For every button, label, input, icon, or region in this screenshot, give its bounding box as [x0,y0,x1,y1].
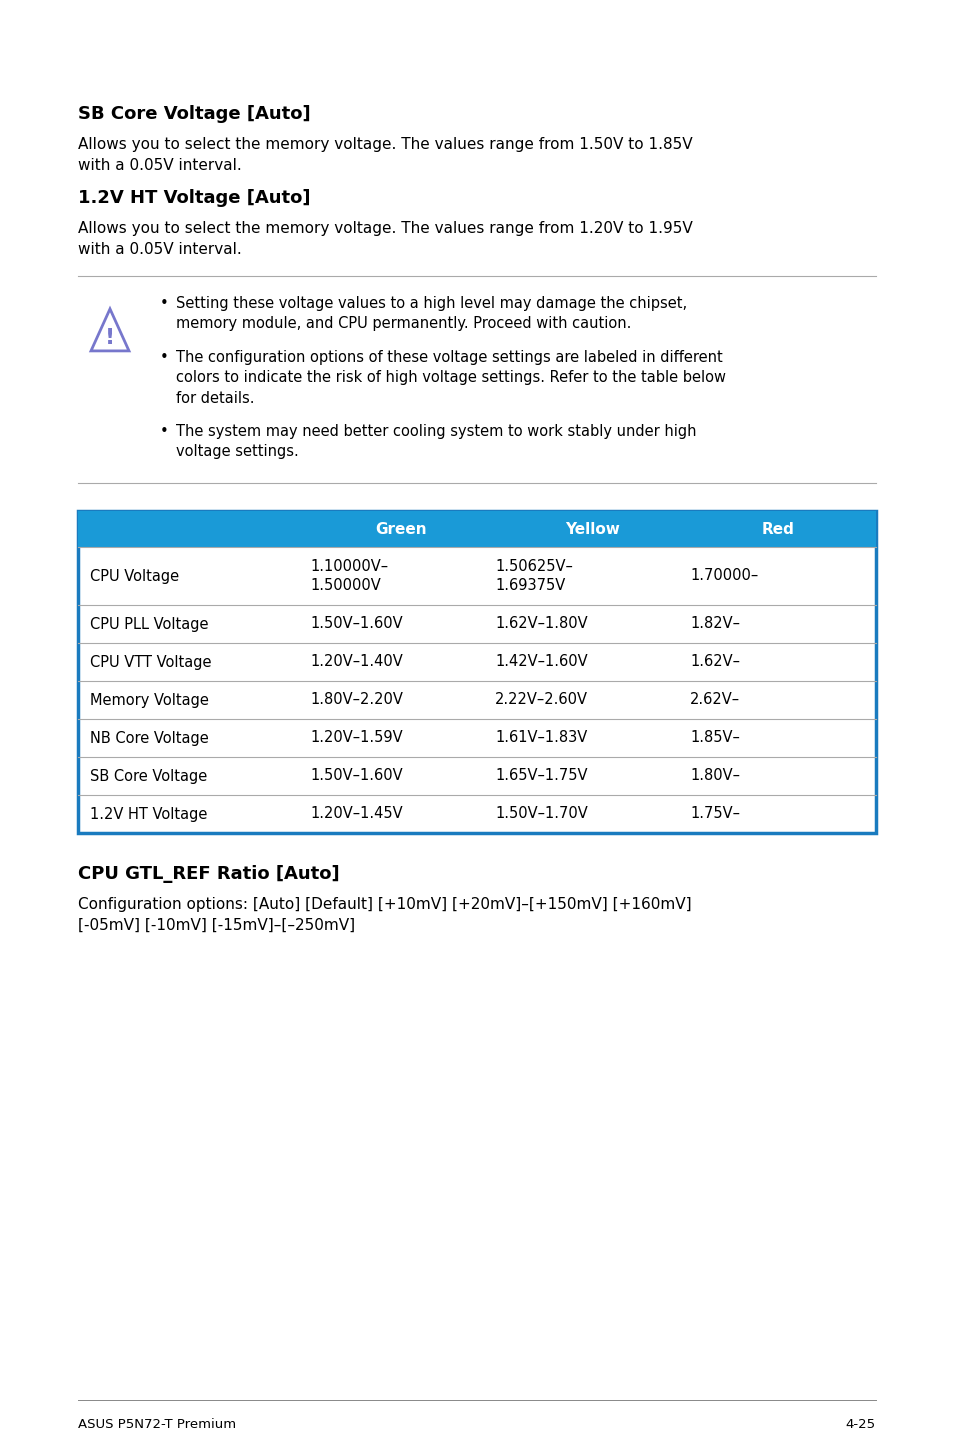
Text: 1.82V–: 1.82V– [689,617,740,631]
Text: CPU Voltage: CPU Voltage [90,568,179,584]
Text: 1.2V HT Voltage [Auto]: 1.2V HT Voltage [Auto] [78,188,310,207]
Text: 2.62V–: 2.62V– [689,693,740,707]
Text: •: • [160,424,169,439]
Text: 1.2V HT Voltage: 1.2V HT Voltage [90,807,207,821]
Text: CPU GTL_REF Ratio [Auto]: CPU GTL_REF Ratio [Auto] [78,866,339,883]
Text: •: • [160,296,169,311]
Text: Allows you to select the memory voltage. The values range from 1.50V to 1.85V
wi: Allows you to select the memory voltage.… [78,137,692,173]
Text: 4-25: 4-25 [845,1418,875,1431]
Text: 1.61V–1.83V: 1.61V–1.83V [495,731,587,745]
Text: 1.50625V–
1.69375V: 1.50625V– 1.69375V [495,559,572,592]
Bar [78,510,875,546]
Text: 1.50V–1.60V: 1.50V–1.60V [310,768,402,784]
Text: 1.20V–1.45V: 1.20V–1.45V [310,807,402,821]
Text: 1.65V–1.75V: 1.65V–1.75V [495,768,587,784]
Text: 1.50V–1.60V: 1.50V–1.60V [310,617,402,631]
Text: ASUS P5N72-T Premium: ASUS P5N72-T Premium [78,1418,236,1431]
Text: Allows you to select the memory voltage. The values range from 1.20V to 1.95V
wi: Allows you to select the memory voltage.… [78,221,692,257]
Text: SB Core Voltage [Auto]: SB Core Voltage [Auto] [78,105,311,124]
Text: 1.10000V–
1.50000V: 1.10000V– 1.50000V [310,559,388,592]
Text: 1.85V–: 1.85V– [689,731,740,745]
Text: Setting these voltage values to a high level may damage the chipset,
memory modu: Setting these voltage values to a high l… [175,296,686,331]
Text: 1.42V–1.60V: 1.42V–1.60V [495,654,587,670]
Text: CPU VTT Voltage: CPU VTT Voltage [90,654,212,670]
Text: 1.80V–: 1.80V– [689,768,740,784]
Text: SB Core Voltage: SB Core Voltage [90,768,207,784]
Text: CPU PLL Voltage: CPU PLL Voltage [90,617,209,631]
Text: 1.20V–1.40V: 1.20V–1.40V [310,654,402,670]
Text: NB Core Voltage: NB Core Voltage [90,731,209,745]
Text: Green: Green [375,522,427,536]
Text: Memory Voltage: Memory Voltage [90,693,209,707]
Text: 1.75V–: 1.75V– [689,807,740,821]
Bar [78,510,875,833]
Text: 1.80V–2.20V: 1.80V–2.20V [310,693,402,707]
Text: !: ! [105,328,115,348]
Text: 1.50V–1.70V: 1.50V–1.70V [495,807,587,821]
Text: 1.62V–1.80V: 1.62V–1.80V [495,617,587,631]
Text: Configuration options: [Auto] [Default] [+10mV] [+20mV]–[+150mV] [+160mV]
[-05mV: Configuration options: [Auto] [Default] … [78,897,691,933]
Text: 1.62V–: 1.62V– [689,654,740,670]
Text: 2.22V–2.60V: 2.22V–2.60V [495,693,587,707]
Text: •: • [160,349,169,365]
Text: The system may need better cooling system to work stably under high
voltage sett: The system may need better cooling syste… [175,424,696,459]
Text: Red: Red [760,522,793,536]
Text: Yellow: Yellow [564,522,619,536]
Text: 1.70000–: 1.70000– [689,568,758,584]
Text: 1.20V–1.59V: 1.20V–1.59V [310,731,402,745]
Text: The configuration options of these voltage settings are labeled in different
col: The configuration options of these volta… [175,349,725,406]
